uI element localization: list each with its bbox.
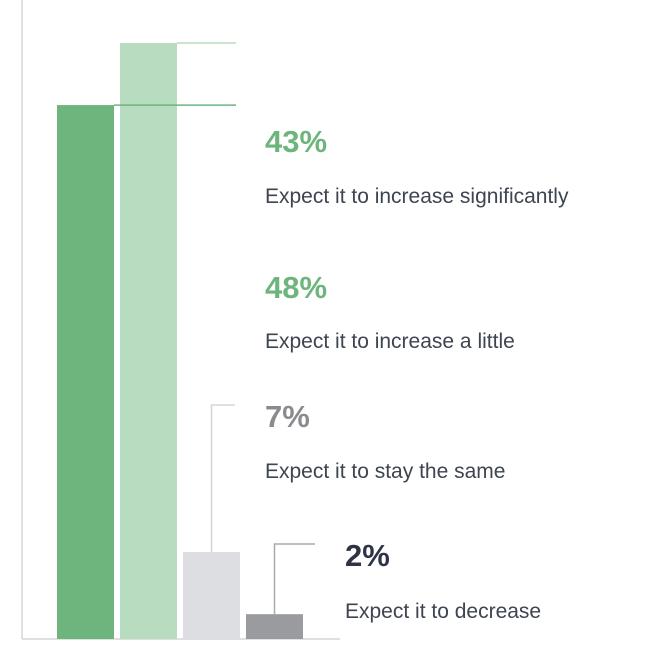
category-label-4: Expect it to decrease <box>345 600 541 623</box>
value-label-4: 2% <box>345 538 390 573</box>
bar-1 <box>57 105 114 640</box>
bar-2 <box>120 43 177 639</box>
category-label-1: Expect it to increase significantly <box>265 185 569 208</box>
value-label-3: 7% <box>265 399 310 434</box>
leader-line-3 <box>210 404 235 553</box>
bar-3 <box>183 552 240 639</box>
bar-4 <box>246 614 303 639</box>
category-label-2: Expect it to increase a little <box>265 330 515 353</box>
value-label-1: 43% <box>265 124 327 159</box>
value-label-2: 48% <box>265 270 327 305</box>
category-label-3: Expect it to stay the same <box>265 460 505 483</box>
leader-line-4 <box>273 543 315 615</box>
